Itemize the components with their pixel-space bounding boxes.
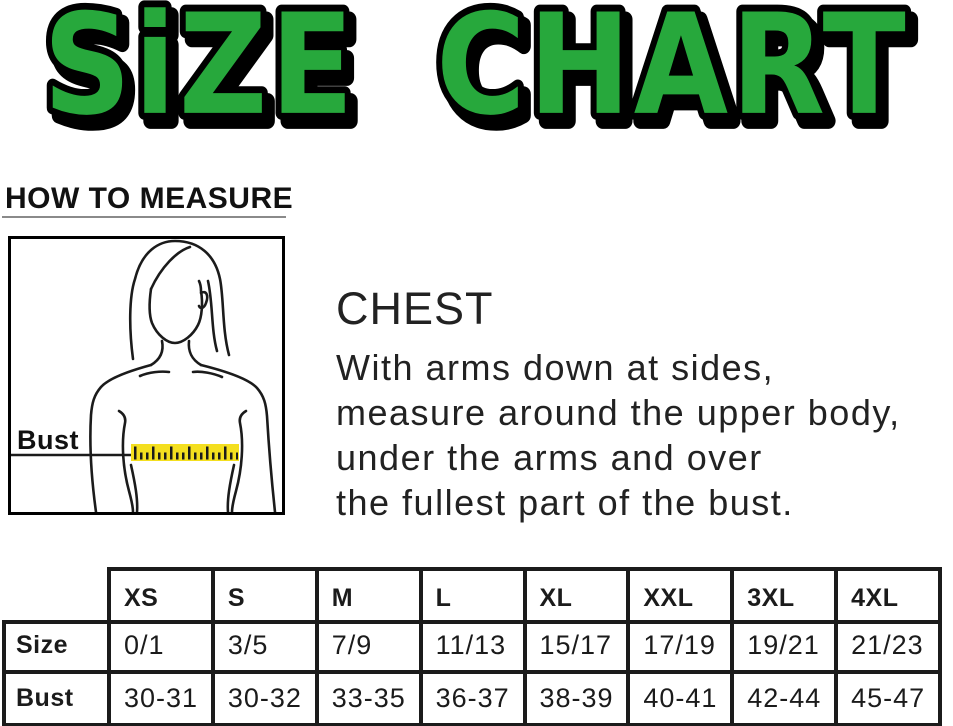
- table-row-bust: Bust 30-31 30-32 33-35 36-37 38-39 40-41…: [2, 670, 942, 726]
- instructions-block: CHEST With arms down at sides, measure a…: [336, 283, 901, 525]
- col-header-4xl: 4XL: [834, 567, 942, 624]
- table-cell: 7/9: [314, 620, 423, 674]
- table-cell: 0/1: [107, 620, 215, 674]
- row-label-bust: Bust: [2, 670, 111, 726]
- table-cell: 36-37: [418, 670, 527, 726]
- neck-right: [187, 339, 203, 367]
- table-row-size: Size 0/1 3/5 7/9 11/13 15/17 17/19 19/21…: [2, 620, 942, 674]
- right-shoulder-arm: [199, 363, 277, 512]
- left-shoulder-arm: [89, 363, 153, 512]
- instruction-line: measure around the upper body,: [336, 392, 901, 433]
- size-table: XS S M L XL XXL 3XL 4XL Size 0/1 3/5 7/9…: [2, 567, 942, 726]
- col-header-m: M: [314, 567, 423, 624]
- table-cell: 42-44: [730, 670, 839, 726]
- heading-underline: [2, 216, 286, 218]
- table-cell: 45-47: [834, 670, 942, 726]
- table-cell: 30-32: [210, 670, 319, 726]
- table-cell: 3/5: [210, 620, 319, 674]
- table-cell: 17/19: [626, 620, 735, 674]
- col-header-xs: XS: [107, 567, 215, 624]
- how-to-measure-heading: HOW TO MEASURE: [5, 182, 294, 215]
- table-cell: 40-41: [626, 670, 735, 726]
- table-cell: 30-31: [107, 670, 215, 726]
- measurement-figure-box: Bust: [8, 236, 285, 515]
- table-cell: 21/23: [834, 620, 942, 674]
- chest-heading: CHEST: [336, 283, 494, 334]
- col-header-3xl: 3XL: [730, 567, 839, 624]
- female-torso-illustration: [11, 239, 277, 512]
- bust-label: Bust: [17, 425, 79, 455]
- clavicle-right: [191, 370, 224, 379]
- col-header-l: L: [418, 567, 527, 624]
- table-cell: 38-39: [522, 670, 631, 726]
- title-main-text: SiZE CHART: [43, 0, 909, 146]
- col-header-xl: XL: [522, 567, 631, 624]
- title-shadow-text: SiZE CHART: [49, 0, 915, 154]
- instruction-line: under the arms and over: [336, 437, 763, 478]
- torso-right: [226, 463, 236, 512]
- face-outline: [148, 279, 204, 345]
- size-chart-title: SiZE CHART SiZE CHART: [37, 0, 919, 155]
- col-header-s: S: [210, 567, 319, 624]
- inner-arm-right: [230, 409, 248, 512]
- table-cell: 15/17: [522, 620, 631, 674]
- table-cell: 33-35: [314, 670, 423, 726]
- table-cell: 11/13: [418, 620, 527, 674]
- inner-arm-left: [117, 409, 135, 512]
- table-corner-blank: [4, 569, 109, 622]
- instruction-line: the fullest part of the bust.: [336, 482, 794, 523]
- ear: [197, 290, 209, 310]
- clavicle-left: [138, 370, 171, 378]
- table-cell: 19/21: [730, 620, 839, 674]
- hair-bang-line: [149, 245, 192, 291]
- hair-outline: [128, 239, 231, 361]
- row-label-size: Size: [2, 620, 111, 674]
- hair-inner-line: [206, 279, 219, 353]
- instruction-line: With arms down at sides,: [336, 347, 775, 388]
- neck-left: [149, 339, 164, 367]
- table-header-row: XS S M L XL XXL 3XL 4XL: [4, 567, 942, 624]
- torso-left: [129, 463, 139, 512]
- col-header-xxl: XXL: [626, 567, 735, 624]
